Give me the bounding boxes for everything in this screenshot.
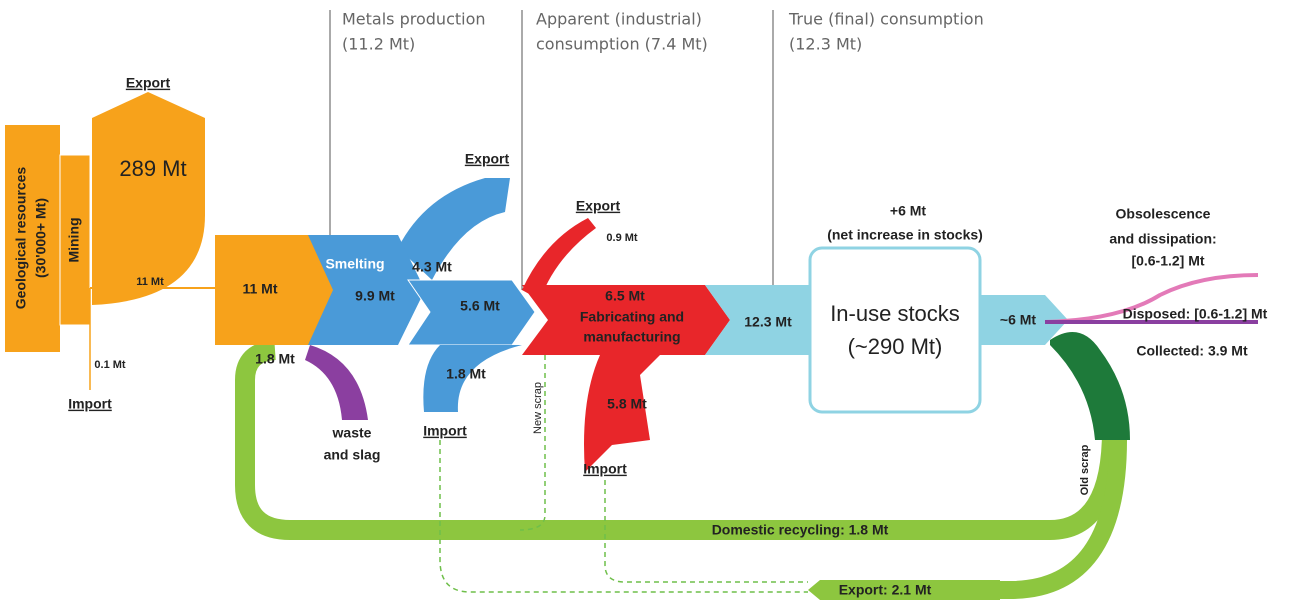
label: Mining [66,217,82,262]
label: manufacturing [583,329,680,345]
label: 0.1 Mt [94,359,126,371]
smelting [308,235,425,345]
header: (11.2 Mt) [342,35,415,54]
mining-export [92,92,205,305]
dashed-export [604,480,808,583]
label: Geological resources [13,167,29,310]
header: True (final) consumption [788,10,984,29]
label: 5.6 Mt [460,298,500,314]
header: consumption (7.4 Mt) [536,35,708,54]
label: 1.8 Mt [255,351,295,367]
label: 11 Mt [242,281,277,297]
label: In-use stocks [830,301,960,326]
label: and dissipation: [1109,231,1216,247]
resources [5,125,60,352]
label: 1.8 Mt [446,366,486,382]
label: Smelting [325,256,384,272]
label: ~6 Mt [1000,312,1037,328]
use-input [705,285,815,355]
label: Export [465,151,510,167]
label: 11 Mt [136,276,164,288]
label: New scrap [532,382,544,434]
use-output [975,295,1068,345]
label: waste [332,425,372,441]
label: Disposed: [0.6-1.2] Mt [1123,306,1268,322]
label: Export: 2.1 Mt [839,582,932,598]
label: Old scrap [1079,444,1091,495]
fabrication [522,285,730,355]
label: (net increase in stocks) [827,227,983,243]
mining [59,154,91,326]
fabrication-export [522,218,596,300]
smelting-export [398,178,510,280]
label: (~290 Mt) [848,334,943,359]
label: Fabricating and [580,309,684,325]
in-use-stocks [808,246,982,414]
label: 0.9 Mt [606,232,638,244]
recycling-flow [235,340,1122,540]
label: 289 Mt [119,156,186,181]
collected-flow [1050,332,1130,440]
label: Collected: 3.9 Mt [1136,343,1248,359]
label: Export [126,75,171,91]
label: (30'000+ Mt) [33,198,49,278]
fabrication-import [584,355,660,472]
smelting-input [215,235,335,345]
label: Export [576,198,621,214]
label: 12.3 Mt [744,314,792,330]
label: Import [423,423,467,439]
waste-flow [305,345,368,420]
smelting-import [423,345,522,412]
header: Metals production [342,10,486,29]
label: Import [68,396,112,412]
export-arrow [808,580,1000,600]
label: +6 Mt [890,203,927,219]
dissipation-flow [1044,273,1259,324]
label: 9.9 Mt [355,288,395,304]
label: [0.6-1.2] Mt [1131,253,1204,269]
label: 5.8 Mt [607,396,647,412]
header: (12.3 Mt) [789,35,862,54]
label: 4.3 Mt [412,259,452,275]
label: Domestic recycling: 1.8 Mt [712,522,889,538]
label: Import [583,461,627,477]
export-flow [820,439,1127,599]
label: Obsolescence [1116,206,1211,222]
label: 6.5 Mt [605,288,645,304]
label: and slag [324,447,381,463]
dashed-export [439,440,808,593]
header: Apparent (industrial) [536,10,702,29]
new-scrap-line [519,355,546,531]
